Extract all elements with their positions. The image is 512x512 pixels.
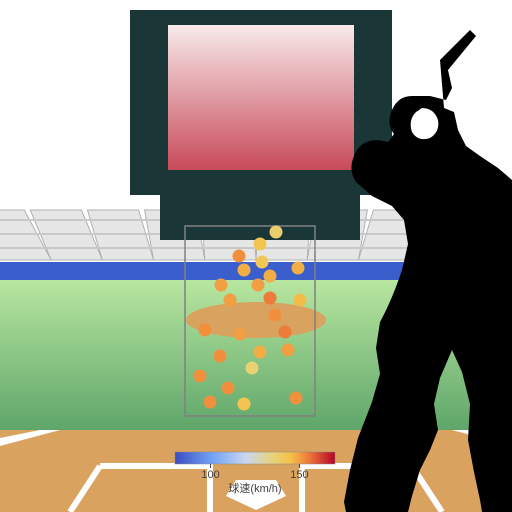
legend-label: 球速(km/h): [228, 481, 281, 495]
pitch-marker: [234, 328, 247, 341]
pitch-marker: [238, 398, 251, 411]
pitch-marker: [238, 264, 251, 277]
pitch-marker: [233, 250, 246, 263]
legend-tick: 150: [290, 469, 308, 481]
pitch-marker: [252, 279, 265, 292]
pitch-marker: [254, 238, 267, 251]
pitch-marker: [279, 326, 292, 339]
pitch-marker: [264, 292, 277, 305]
pitch-marker: [214, 350, 227, 363]
legend-tick: 100: [201, 469, 219, 481]
pitch-marker: [215, 279, 228, 292]
pitch-marker: [270, 226, 283, 239]
pitch-marker: [264, 270, 277, 283]
pitch-marker: [290, 392, 303, 405]
pitch-marker: [246, 362, 259, 375]
pitch-marker: [194, 370, 207, 383]
pitch-marker: [224, 294, 237, 307]
pitch-marker: [292, 262, 305, 275]
pitch-marker: [294, 294, 307, 307]
pitch-marker: [282, 344, 295, 357]
pitch-marker: [199, 324, 212, 337]
pitch-marker: [269, 309, 282, 322]
pitch-marker: [222, 382, 235, 395]
pitch-chart: 100 150 球速(km/h): [0, 0, 512, 512]
pitch-marker: [254, 346, 267, 359]
pitch-marker: [204, 396, 217, 409]
pitch-marker: [256, 256, 269, 269]
